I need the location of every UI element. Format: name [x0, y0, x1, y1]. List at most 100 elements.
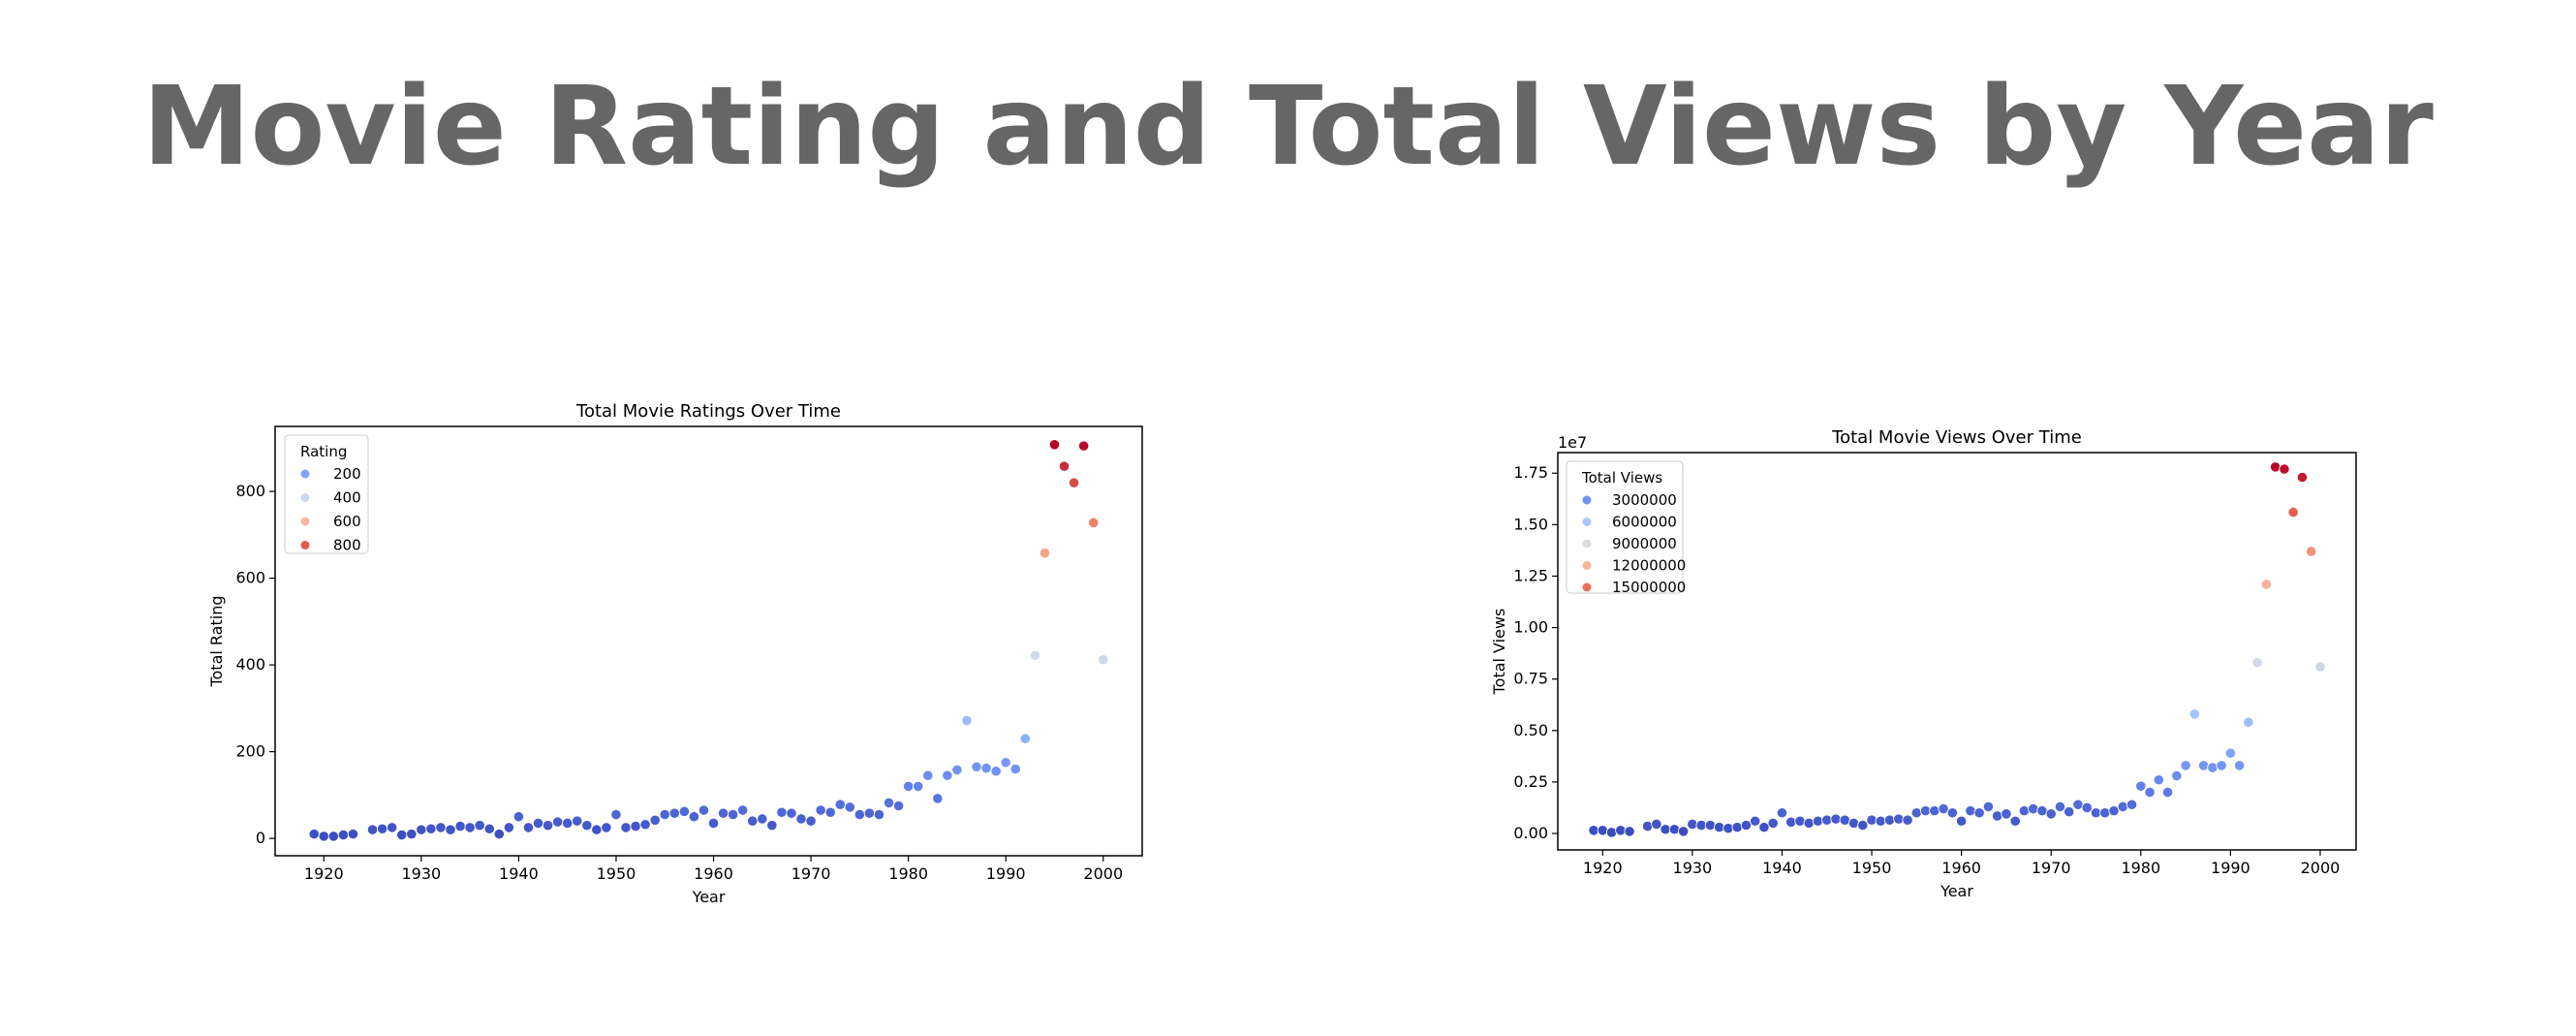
- chart1-point: [512, 811, 525, 823]
- chart2-point: [2180, 760, 2191, 771]
- chart2-point: [1893, 813, 1905, 825]
- chart1-point: [377, 823, 388, 834]
- chart1-point: [464, 822, 476, 833]
- chart1-x-tick-label: 1960: [694, 864, 733, 883]
- chart2-legend-marker: [1582, 561, 1592, 570]
- chart1-point: [532, 817, 544, 830]
- chart1-point: [620, 822, 632, 833]
- chart2-point: [1883, 814, 1896, 826]
- chart1-point: [863, 807, 876, 819]
- chart1-x-tick-label: 1940: [499, 864, 539, 883]
- chart1-point: [747, 815, 759, 827]
- chart1-point: [318, 831, 329, 842]
- chart2-legend-label: 9000000: [1612, 535, 1677, 552]
- chart1-point: [1039, 548, 1051, 559]
- chart2-point: [1740, 819, 1753, 832]
- chart1-point: [815, 804, 826, 816]
- chart1-x-axis-label: Year: [692, 888, 726, 906]
- chart1-x-tick-label: 2000: [1083, 864, 1123, 883]
- chart2-point: [2135, 780, 2147, 792]
- chart2-x-tick-label: 1920: [1583, 859, 1623, 877]
- chart2-x-tick-label: 1990: [2211, 859, 2250, 877]
- chart2-point: [1830, 813, 1842, 825]
- chart1-point: [1098, 654, 1109, 666]
- chart2-legend-label: 6000000: [1612, 514, 1677, 531]
- chart2-y-tick-label: 1.50: [1513, 515, 1548, 533]
- chart2-point: [2270, 461, 2281, 473]
- chart1-point: [805, 815, 817, 827]
- chart2-point: [2198, 760, 2210, 771]
- chart1-y-tick-label: 600: [235, 569, 265, 587]
- chart2-point: [1641, 820, 1654, 832]
- chart1-point: [757, 813, 768, 825]
- chart2-plot-frame: [1557, 452, 2357, 851]
- chart1-point: [659, 808, 670, 821]
- chart1-point: [483, 823, 495, 834]
- chart1-point: [1088, 517, 1100, 528]
- chart1-point: [387, 822, 398, 833]
- chart2-legend-label: 3000000: [1612, 491, 1677, 509]
- chart1-point: [610, 808, 622, 821]
- chart1-point: [327, 831, 339, 842]
- chart2-legend-marker: [1582, 518, 1592, 526]
- page-title: Movie Rating and Total Views by Year: [142, 64, 2434, 190]
- chart1-point: [903, 780, 915, 793]
- chart1-point: [562, 817, 574, 830]
- chart1-point: [922, 769, 934, 781]
- chart2-point: [2018, 805, 2031, 817]
- chart2-point: [1714, 822, 1725, 833]
- chart1-point: [873, 808, 885, 821]
- chart1-x-tick-label: 1950: [597, 864, 636, 883]
- chart1-point: [366, 824, 379, 835]
- chart2-offset-label: 1e7: [1558, 433, 1587, 452]
- chart2-point: [1821, 814, 1833, 826]
- chart1-point: [630, 820, 641, 832]
- chart2-point: [1695, 819, 1707, 832]
- chart2-point: [1902, 814, 1913, 826]
- chart2-legend-label: 15000000: [1612, 579, 1686, 596]
- chart1-point: [942, 769, 953, 781]
- chart1-point: [1019, 733, 1031, 744]
- chart2-legend-title: Total Views: [1581, 469, 1662, 487]
- chart1-point: [406, 829, 418, 840]
- chart1-point: [883, 797, 895, 809]
- chart1-x-tick-label: 1930: [401, 864, 441, 883]
- chart1-point: [892, 800, 905, 812]
- chart2-x-axis-label: Year: [1940, 882, 1973, 900]
- chart1-point: [990, 766, 1002, 777]
- chart2-point: [2036, 805, 2048, 817]
- chart1-point: [347, 829, 359, 840]
- chart2-point: [2064, 806, 2075, 818]
- chart2-point: [1704, 819, 1716, 832]
- chart1-legend-label: 600: [333, 513, 361, 530]
- chart2-point: [2099, 807, 2111, 819]
- chart2-point: [1605, 827, 1618, 838]
- chart1-x-tick-label: 1990: [986, 864, 1026, 883]
- chart2-y-tick-label: 0.75: [1513, 670, 1548, 688]
- chart2-point: [1956, 815, 1968, 827]
- chart2-point: [2224, 747, 2236, 759]
- chart2-point: [1668, 824, 1680, 835]
- chart1-legend-label: 200: [333, 465, 361, 483]
- chart2-point: [1588, 825, 1599, 836]
- chart1-point: [572, 815, 583, 827]
- chart2-point: [1776, 807, 1788, 819]
- chart1-point: [980, 763, 992, 774]
- chart2-x-tick-label: 1940: [1762, 859, 1802, 877]
- chart2-x-tick-label: 1960: [1941, 859, 1981, 877]
- chart2-point: [2108, 805, 2120, 817]
- chart1-point: [639, 819, 651, 831]
- chart2-point: [2001, 808, 2012, 820]
- chart1-point: [688, 811, 700, 823]
- chart2-point: [2054, 801, 2066, 812]
- chart1-x-tick-label: 1920: [304, 864, 344, 883]
- chart2-x-tick-label: 1950: [1852, 859, 1892, 877]
- chart1-y-tick-label: 200: [235, 742, 265, 761]
- chart2-point: [1910, 807, 1922, 819]
- chart1-point: [493, 829, 505, 840]
- chart1-point: [649, 814, 661, 826]
- chart2-point: [2081, 801, 2093, 814]
- chart2-point: [2216, 760, 2227, 771]
- chart1-y-tick-label: 400: [235, 655, 265, 674]
